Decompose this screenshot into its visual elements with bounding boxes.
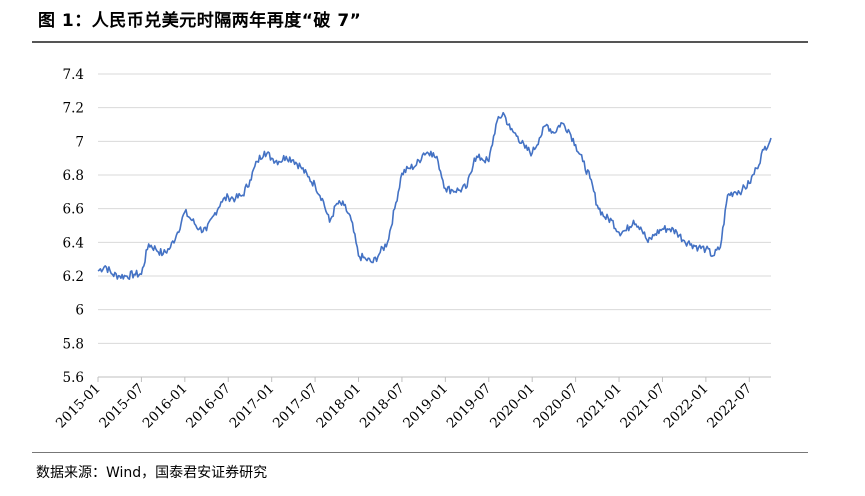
- x-tick-label: 2022-01: [661, 381, 712, 432]
- source-note: 数据来源：Wind，国泰君安证券研究: [36, 465, 268, 481]
- y-tick-label: 6.4: [63, 235, 84, 251]
- exchange-rate-chart: 5.6 5.8 6 6.2 6.4 6.6 6.8 7 7.2 7.4 2015-012015-0…: [53, 67, 772, 432]
- y-tick-label: 6.6: [63, 202, 84, 218]
- y-tick-label: 7: [75, 134, 84, 150]
- y-tick-label: 6.8: [63, 168, 84, 184]
- y-tick-label: 6: [75, 303, 84, 319]
- x-tick-label: 2017-01: [227, 381, 278, 432]
- x-tick-label: 2015-07: [96, 381, 147, 432]
- x-tick-label: 2016-07: [183, 381, 234, 432]
- title-rule: [32, 41, 808, 43]
- x-tick-label: 2022-07: [704, 381, 755, 432]
- x-tick-label: 2020-01: [487, 381, 538, 432]
- x-tick-label: 2016-01: [140, 381, 191, 432]
- x-tick-label: 2018-07: [357, 381, 408, 432]
- y-tick-label: 5.8: [63, 336, 84, 352]
- y-tick-label: 7.2: [63, 101, 84, 117]
- x-tick-label: 2019-07: [444, 381, 495, 432]
- x-tick-label: 2021-01: [574, 381, 625, 432]
- x-tick-label: 2019-01: [400, 381, 451, 432]
- x-tick-label: 2018-01: [313, 381, 364, 432]
- figure-title: 图 1：人民币兑美元时隔两年再度“破 7”: [38, 11, 362, 31]
- x-tick-label: 2017-07: [270, 381, 321, 432]
- x-tick-label: 2020-07: [530, 381, 581, 432]
- x-tick-label: 2021-07: [617, 381, 668, 432]
- y-axis-ticks: 5.6 5.8 6 6.2 6.4 6.6 6.8 7 7.2 7.4: [63, 67, 84, 386]
- source-rule: [32, 452, 808, 453]
- series-layer: [97, 111, 772, 280]
- y-tick-label: 6.2: [63, 269, 84, 285]
- y-tick-label: 5.6: [63, 370, 84, 386]
- gridlines: [98, 73, 771, 344]
- y-tick-label: 7.4: [63, 67, 84, 83]
- series-line-usdcny: [97, 111, 772, 280]
- x-tick-label: 2015-01: [53, 381, 104, 432]
- x-axis: 2015-012015-072016-012016-072017-012017-…: [53, 376, 771, 432]
